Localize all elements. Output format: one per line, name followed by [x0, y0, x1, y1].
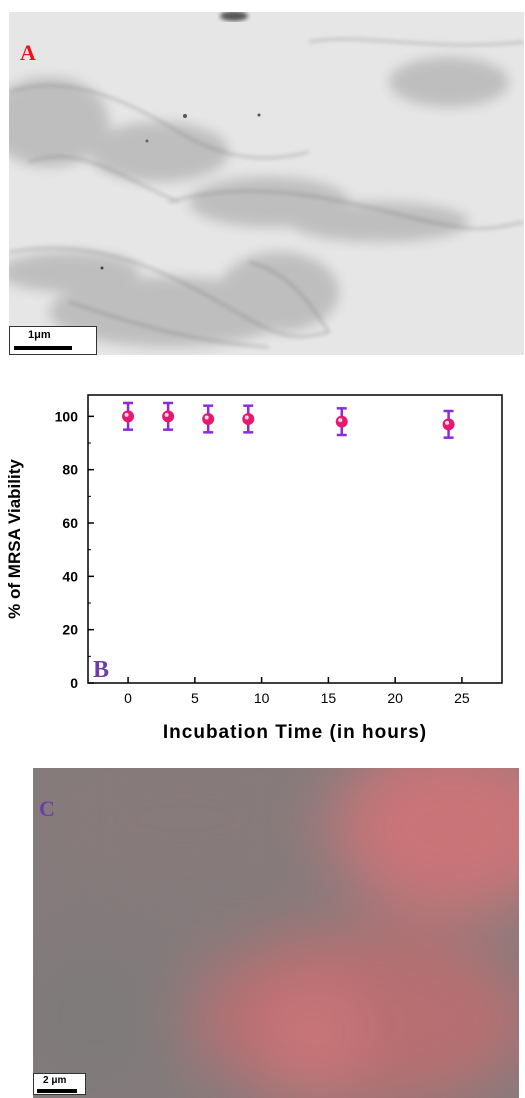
x-tick-label: 10 [254, 690, 270, 706]
point-marker [335, 415, 348, 428]
scale-bar-label-c: 2 μm [43, 1075, 67, 1086]
point-marker [202, 413, 215, 425]
x-tick-label: 0 [124, 690, 132, 706]
tem-micrograph [9, 12, 524, 355]
fluorescence-image-panel-c: C 2 μm [33, 768, 519, 1098]
tem-image-panel-a: A 1μm [9, 12, 524, 355]
scale-bar-line-a [14, 346, 72, 350]
viability-chart-panel-b: 0 20 40 60 80 100 0 5 10 15 20 25 Incubation Time … [0, 375, 525, 755]
y-tick-label: 20 [62, 622, 78, 638]
scale-bar-label-a: 1μm [28, 329, 51, 341]
point-marker [122, 410, 135, 423]
panel-label-b: B [93, 657, 109, 683]
y-tick-label: 60 [62, 515, 78, 531]
scale-bar-line-c [37, 1089, 77, 1093]
point-highlight [244, 415, 249, 420]
point-highlight [445, 420, 450, 425]
y-tick-label: 100 [55, 408, 79, 424]
point-marker [442, 418, 455, 431]
x-tick-label: 25 [454, 690, 470, 706]
point-marker [162, 410, 175, 423]
x-tick-label: 20 [387, 690, 403, 706]
x-tick-label: 5 [191, 690, 199, 706]
point-highlight [204, 415, 209, 420]
x-axis-label: Incubation Time (in hours) [163, 722, 427, 743]
y-axis-label: % of MRSA Viability [5, 459, 24, 619]
point-highlight [338, 418, 343, 423]
y-tick-label: 0 [70, 675, 78, 691]
data-point [122, 401, 135, 431]
scale-bar-c: 2 μm [33, 1073, 86, 1095]
data-point [202, 404, 215, 434]
data-point [242, 404, 255, 434]
x-tick-label: 15 [321, 690, 337, 706]
y-tick-label: 40 [62, 568, 78, 584]
y-tick-label: 80 [62, 462, 78, 478]
panel-label-a: A [20, 40, 36, 65]
scale-bar-a: 1μm [9, 326, 97, 355]
point-highlight [124, 412, 129, 417]
panel-label-c: C [39, 796, 55, 821]
point-highlight [164, 412, 169, 417]
point-marker [242, 413, 255, 425]
viability-chart: 0 20 40 60 80 100 0 5 10 15 20 25 Incubation Time … [5, 394, 503, 743]
data-point [442, 409, 455, 439]
fluorescence-micrograph [33, 768, 519, 1098]
data-point [335, 407, 348, 437]
data-point [162, 401, 175, 431]
plot-frame [87, 394, 503, 684]
